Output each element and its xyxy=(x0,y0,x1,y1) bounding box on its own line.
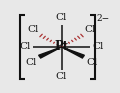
Text: Cl: Cl xyxy=(56,72,67,81)
Polygon shape xyxy=(39,47,61,58)
Text: Pt: Pt xyxy=(54,40,69,53)
Text: Cl: Cl xyxy=(25,58,37,67)
Text: 2−: 2− xyxy=(96,14,109,23)
Text: Cl: Cl xyxy=(19,43,30,51)
Text: Cl: Cl xyxy=(93,43,104,51)
Text: Cl: Cl xyxy=(56,13,67,22)
Polygon shape xyxy=(61,47,84,58)
Text: Cl: Cl xyxy=(85,25,96,34)
Text: Cl: Cl xyxy=(27,25,38,34)
Text: Cl: Cl xyxy=(86,58,98,67)
